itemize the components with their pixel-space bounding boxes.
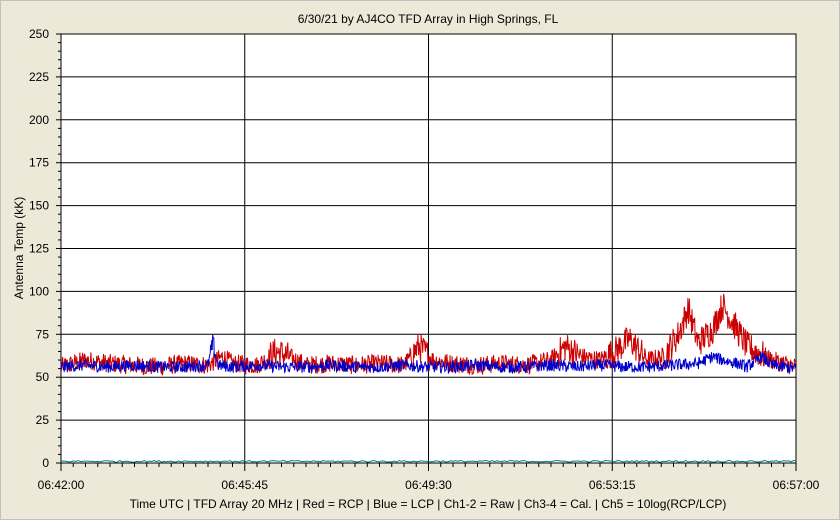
y-tick-label: 50	[36, 370, 50, 384]
x-tick-label: 06:45:45	[221, 478, 268, 492]
y-tick-label: 75	[36, 327, 50, 341]
y-tick-label: 225	[29, 70, 49, 84]
series-layer	[60, 293, 797, 463]
x-tick-label: 06:49:30	[405, 478, 452, 492]
x-tick-label: 06:42:00	[38, 478, 85, 492]
chart-title: 6/30/21 by AJ4CO TFD Array in High Sprin…	[298, 12, 559, 26]
y-tick-label: 100	[29, 284, 49, 298]
x-tick-label: 06:53:15	[589, 478, 636, 492]
y-tick-label: 0	[42, 456, 49, 470]
x-tick-label: 06:57:00	[773, 478, 820, 492]
y-tick-label: 200	[29, 113, 49, 127]
y-tick-label: 125	[29, 242, 49, 256]
y-tick-label: 175	[29, 156, 49, 170]
series-line-ch5	[60, 459, 797, 463]
y-tick-label: 250	[29, 27, 49, 41]
x-axis: 06:42:00 06:45:45 06:49:30 06:53:15 06:57:00	[38, 463, 820, 492]
x-axis-label: Time UTC | TFD Array 20 MHz | Red = RCP …	[130, 497, 727, 511]
y-axis: 0 25 50 75 100 125 150 175 200 225 250	[29, 27, 61, 470]
y-tick-label: 150	[29, 199, 49, 213]
y-axis-label: Antenna Temp (kK)	[12, 197, 26, 300]
series-line-lcp	[60, 334, 797, 375]
y-tick-label: 25	[36, 413, 50, 427]
